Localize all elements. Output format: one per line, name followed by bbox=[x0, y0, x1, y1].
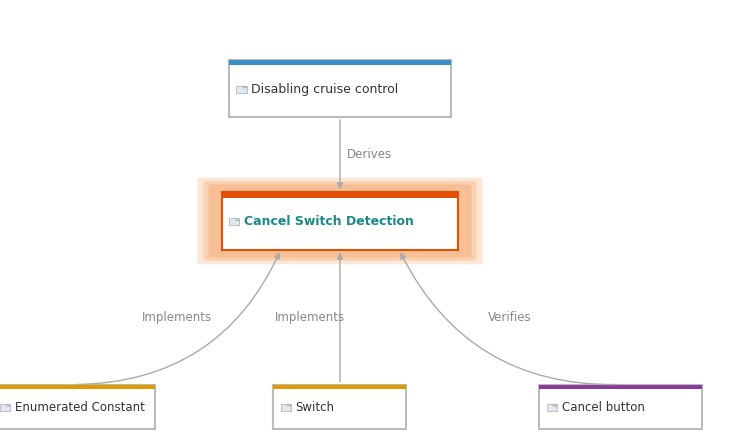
FancyBboxPatch shape bbox=[229, 60, 451, 65]
FancyBboxPatch shape bbox=[203, 181, 477, 261]
Text: Disabling cruise control: Disabling cruise control bbox=[251, 83, 398, 96]
FancyBboxPatch shape bbox=[222, 192, 458, 250]
Text: Verifies: Verifies bbox=[488, 311, 532, 324]
FancyBboxPatch shape bbox=[197, 178, 483, 264]
FancyBboxPatch shape bbox=[229, 60, 451, 117]
Text: Implements: Implements bbox=[143, 311, 212, 324]
FancyBboxPatch shape bbox=[0, 385, 155, 389]
Text: Derives: Derives bbox=[347, 148, 392, 161]
FancyBboxPatch shape bbox=[547, 404, 557, 411]
FancyBboxPatch shape bbox=[539, 385, 702, 429]
FancyBboxPatch shape bbox=[208, 184, 471, 258]
FancyBboxPatch shape bbox=[229, 218, 239, 225]
FancyBboxPatch shape bbox=[281, 404, 291, 411]
Text: Implements: Implements bbox=[276, 311, 345, 324]
FancyBboxPatch shape bbox=[222, 192, 458, 198]
Text: Cancel Switch Detection: Cancel Switch Detection bbox=[244, 215, 414, 229]
FancyBboxPatch shape bbox=[0, 385, 155, 429]
FancyBboxPatch shape bbox=[236, 86, 247, 93]
Text: Cancel button: Cancel button bbox=[562, 401, 644, 414]
Text: Switch: Switch bbox=[296, 401, 335, 414]
FancyBboxPatch shape bbox=[0, 404, 10, 411]
Text: Enumerated Constant: Enumerated Constant bbox=[15, 401, 145, 414]
FancyBboxPatch shape bbox=[273, 385, 406, 389]
FancyBboxPatch shape bbox=[273, 385, 406, 429]
FancyBboxPatch shape bbox=[539, 385, 702, 389]
